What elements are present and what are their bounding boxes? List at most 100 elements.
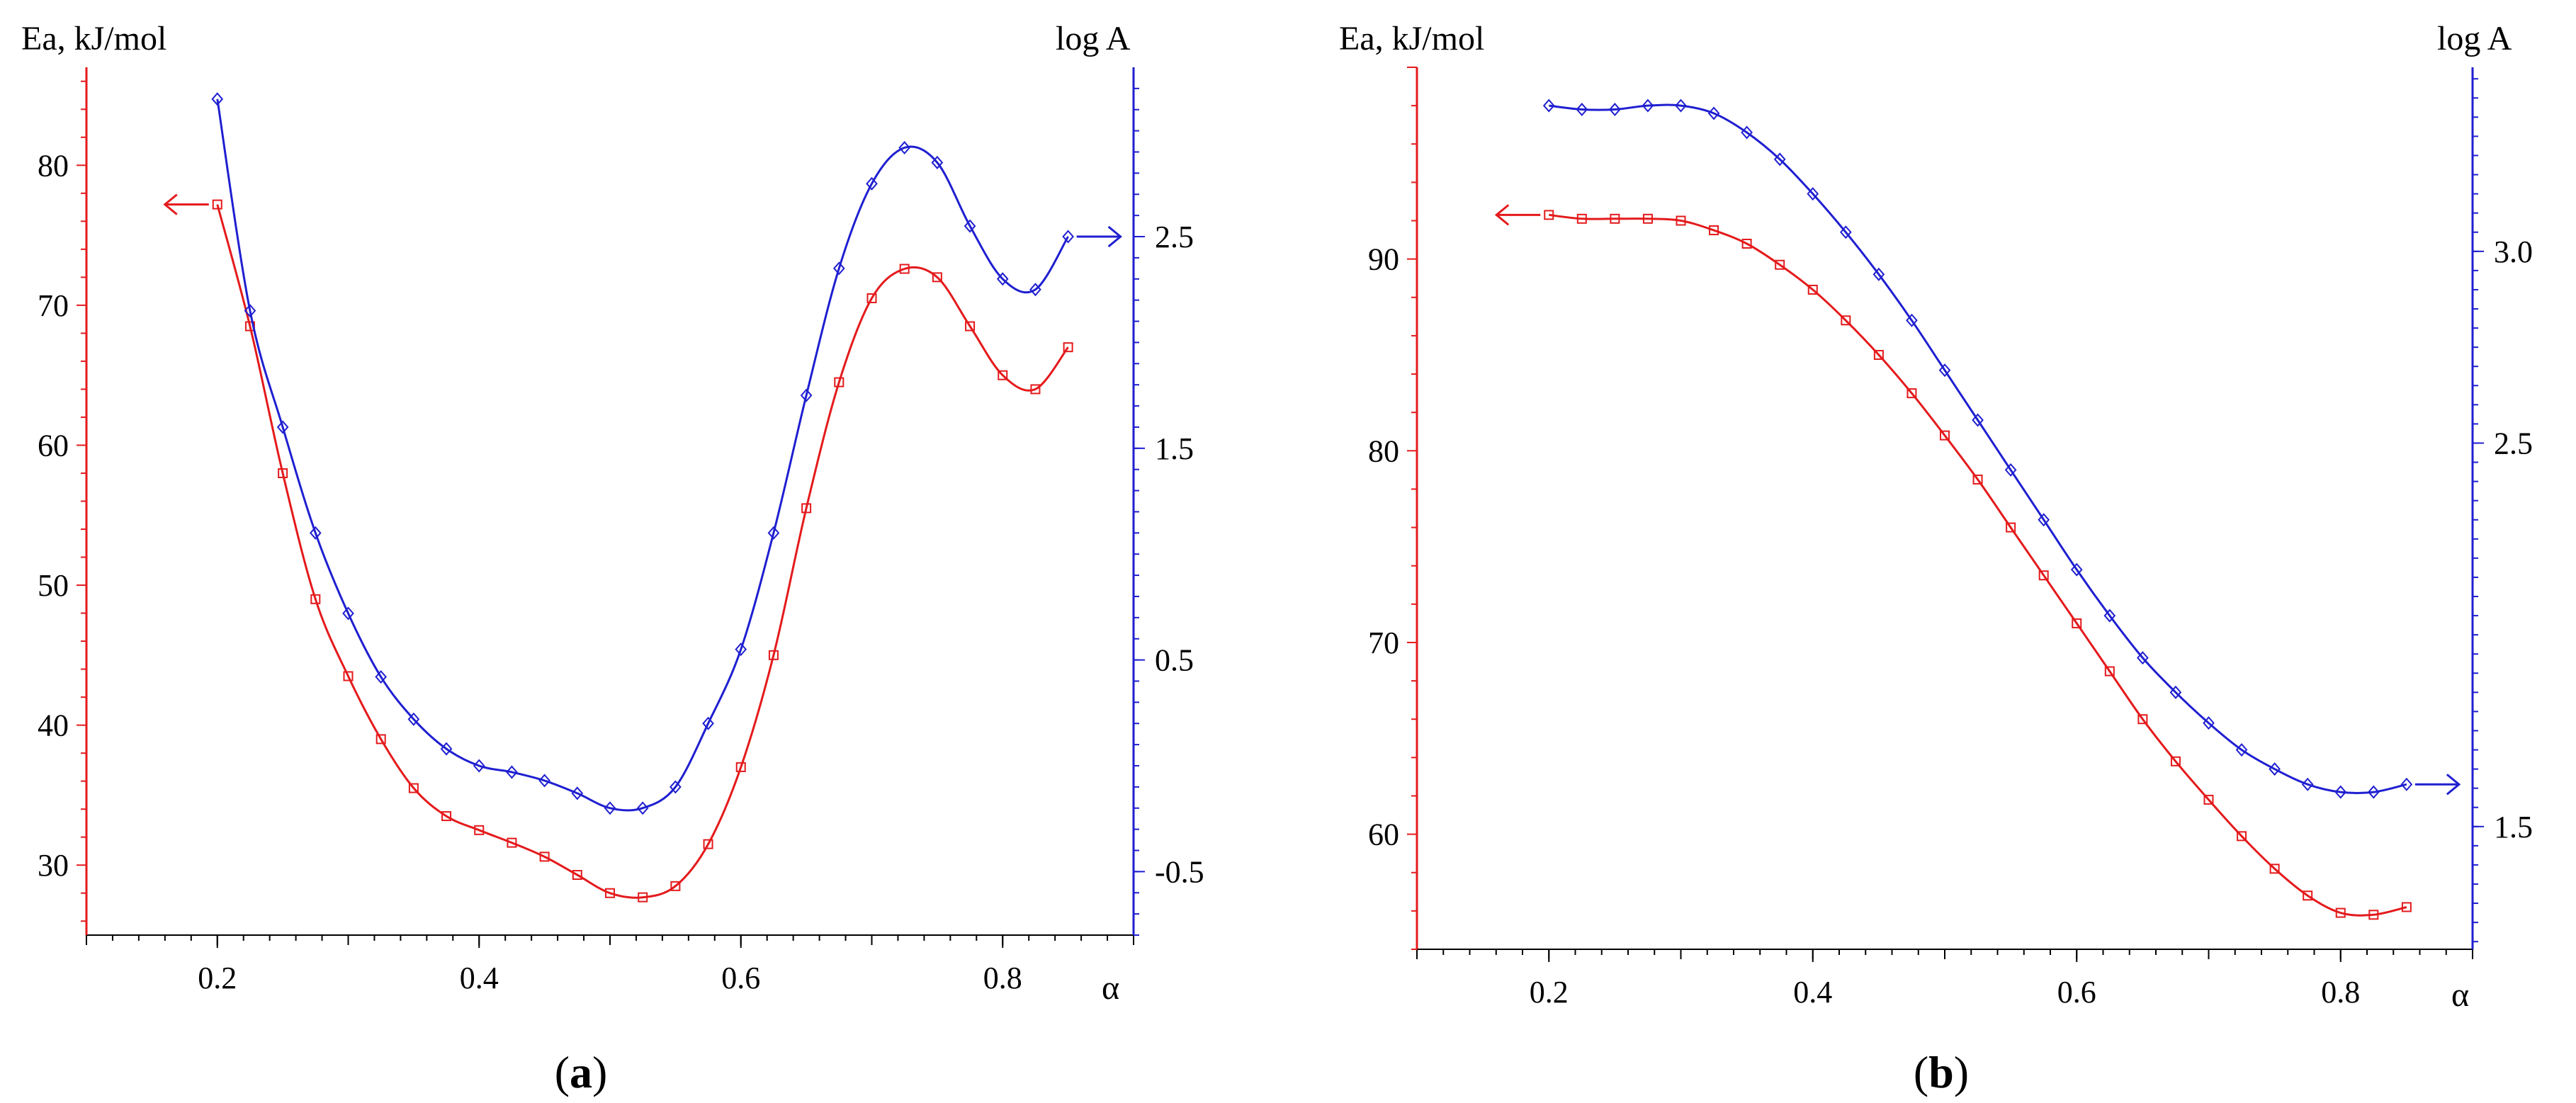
data-point bbox=[2006, 522, 2016, 533]
data-point bbox=[1807, 187, 1819, 201]
data-point bbox=[1773, 152, 1786, 166]
series-line-ea bbox=[216, 204, 1069, 899]
data-point bbox=[899, 264, 910, 274]
data-point bbox=[932, 272, 942, 283]
data-point bbox=[309, 526, 322, 540]
left-tick-label: 80 bbox=[38, 148, 69, 183]
right-tick-label: 3.0 bbox=[2494, 234, 2533, 269]
x-tick-label: 0.8 bbox=[983, 961, 1022, 995]
data-point bbox=[898, 141, 911, 155]
data-point bbox=[408, 783, 419, 793]
data-point bbox=[1709, 225, 1719, 236]
data-point bbox=[2235, 743, 2248, 757]
data-point bbox=[703, 839, 713, 849]
data-point bbox=[375, 734, 386, 745]
panel-label-a: (a) bbox=[555, 1047, 608, 1097]
x-tick-label: 0.6 bbox=[721, 961, 760, 995]
left-tick-label: 30 bbox=[38, 848, 69, 883]
data-point bbox=[244, 304, 256, 318]
data-point bbox=[605, 888, 615, 898]
right-tick-label: 1.5 bbox=[1155, 431, 1194, 466]
data-point bbox=[473, 759, 485, 773]
x-tick-label: 0.8 bbox=[2321, 975, 2360, 1009]
data-point bbox=[2269, 762, 2281, 776]
x-axis-label: α bbox=[1102, 969, 1119, 1007]
x-tick-label: 0.2 bbox=[1530, 975, 1569, 1009]
data-point bbox=[2335, 907, 2346, 918]
data-point bbox=[506, 765, 518, 779]
data-point bbox=[212, 199, 222, 210]
data-point bbox=[670, 881, 681, 891]
data-point bbox=[2169, 685, 2182, 699]
data-point bbox=[1642, 98, 1654, 113]
x-axis-label: α bbox=[2451, 976, 2469, 1014]
right-tick-label: 0.5 bbox=[1155, 643, 1194, 678]
data-point bbox=[539, 852, 550, 862]
data-point bbox=[2269, 864, 2280, 874]
left-axis-arrow-head bbox=[163, 193, 178, 215]
data-point bbox=[2070, 562, 2083, 577]
data-point bbox=[441, 811, 452, 822]
data-point bbox=[2103, 609, 2116, 623]
left-tick-label: 80 bbox=[1368, 434, 1399, 468]
data-point bbox=[735, 762, 746, 772]
data-point bbox=[1062, 230, 1074, 244]
data-point bbox=[996, 272, 1009, 286]
data-point bbox=[702, 716, 714, 730]
right-tick-label: 2.5 bbox=[1155, 220, 1194, 254]
right-tick-label: 1.5 bbox=[2494, 810, 2533, 844]
data-point bbox=[507, 837, 517, 848]
data-point bbox=[1872, 267, 1885, 281]
data-point bbox=[866, 176, 878, 191]
data-point bbox=[2303, 890, 2313, 901]
data-point bbox=[571, 786, 584, 801]
data-point bbox=[1063, 342, 1073, 353]
left-tick-label: 90 bbox=[1368, 242, 1399, 277]
left-axis-label: Ea, kJ/mol bbox=[1339, 20, 1484, 57]
right-axis-arrow-head bbox=[1107, 225, 1122, 248]
left-tick-label: 50 bbox=[38, 568, 69, 603]
data-point bbox=[1807, 284, 1818, 295]
data-point bbox=[2301, 777, 2314, 791]
data-point bbox=[1610, 213, 1620, 224]
data-point bbox=[1741, 125, 1753, 140]
right-axis-arrow-head bbox=[2446, 774, 2461, 796]
data-point bbox=[638, 892, 648, 903]
data-point bbox=[1676, 215, 1686, 226]
left-tick-label: 40 bbox=[38, 708, 69, 743]
data-point bbox=[2137, 714, 2148, 725]
chart-panel-b: Ea, kJ/mol log A α (b) 0.2 0.4 0.6 0.8 60 70 8… bbox=[1339, 20, 2533, 1097]
data-point bbox=[2401, 902, 2412, 912]
left-axis-arrow-head bbox=[1494, 204, 1510, 226]
right-axis-label: log A bbox=[1056, 20, 1131, 57]
data-point bbox=[211, 92, 224, 106]
data-point bbox=[440, 742, 453, 756]
x-tick-label: 0.4 bbox=[460, 961, 499, 995]
data-point bbox=[407, 712, 420, 726]
right-tick-label: -0.5 bbox=[1155, 854, 1204, 889]
data-point bbox=[1029, 283, 1041, 297]
data-point bbox=[538, 774, 550, 788]
x-tick-label: 0.4 bbox=[1793, 975, 1832, 1009]
data-point bbox=[2038, 570, 2049, 581]
data-point bbox=[1675, 98, 1687, 113]
x-tick-label: 0.6 bbox=[2057, 975, 2096, 1009]
data-point bbox=[2170, 756, 2181, 767]
data-point bbox=[735, 643, 747, 657]
data-point bbox=[2334, 785, 2347, 799]
chart-panel-a: Ea, kJ/mol log A α (a) 0.2 0.4 0.6 0.8 30 40 5… bbox=[21, 20, 1204, 1097]
data-point bbox=[832, 261, 845, 276]
right-axis-label: log A bbox=[2437, 20, 2512, 57]
x-tick-label: 0.2 bbox=[198, 961, 237, 995]
series-line-log-a bbox=[1549, 103, 2407, 794]
data-point bbox=[2004, 463, 2017, 477]
data-point bbox=[1707, 106, 1720, 120]
data-point bbox=[474, 825, 485, 835]
data-point bbox=[2203, 716, 2215, 730]
data-point bbox=[768, 650, 779, 660]
left-tick-label: 70 bbox=[38, 288, 69, 323]
data-point bbox=[767, 526, 780, 540]
data-point bbox=[636, 801, 649, 815]
data-point bbox=[375, 669, 388, 684]
left-tick-label: 70 bbox=[1368, 626, 1399, 660]
